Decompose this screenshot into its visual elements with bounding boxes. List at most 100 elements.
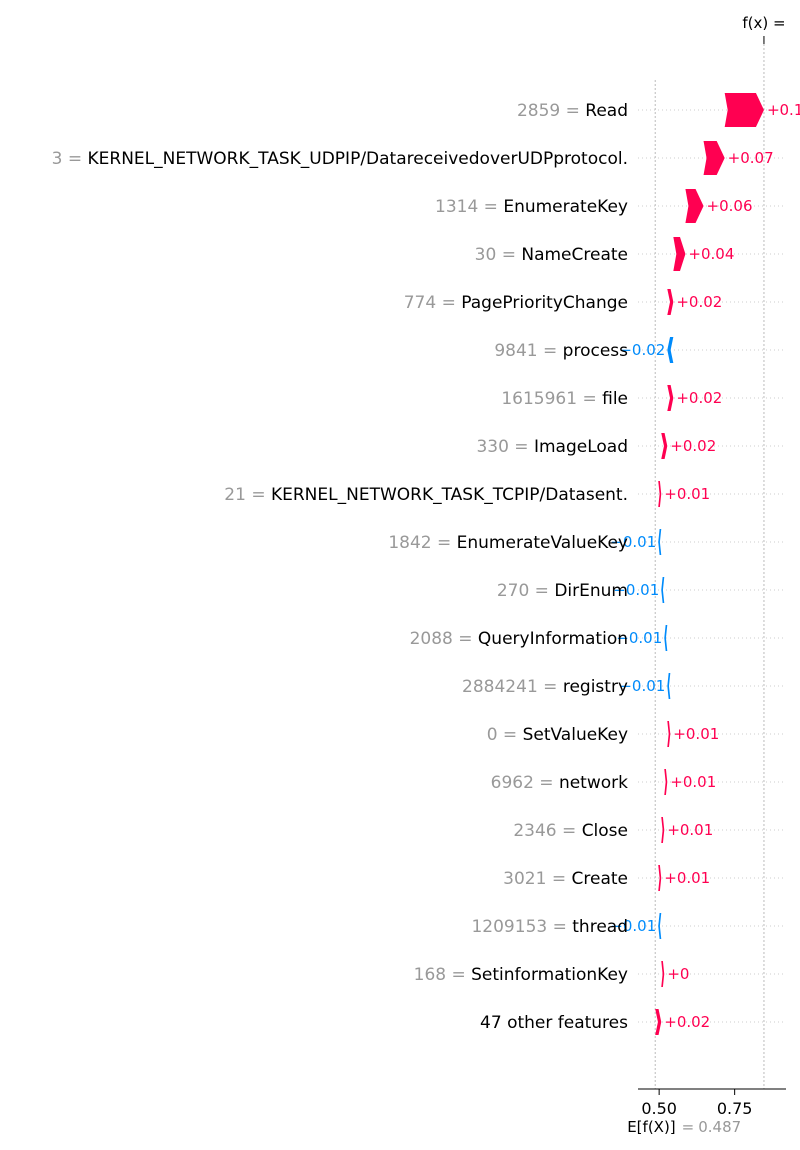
contribution-label: −0.01	[616, 629, 662, 647]
contribution-label: +0.02	[676, 389, 722, 407]
x-axis: f(x) = 0.50 0.75 E[f(X)] = 0.487	[627, 14, 786, 1136]
equals-sign: =	[453, 629, 478, 649]
contribution-label: −0.01	[610, 533, 656, 551]
feature-value: 3021	[503, 869, 546, 889]
equals-sign: =	[529, 581, 554, 601]
x-tick-label: 0.50	[641, 1099, 677, 1118]
feature-label: 0 = SetValueKey	[487, 725, 628, 745]
feature-value: 6962	[491, 773, 534, 793]
contribution-label: +0.06	[707, 197, 753, 215]
feature-value: 168	[414, 965, 446, 985]
feature-value: 1314	[435, 197, 478, 217]
feature-name: ImageLoad	[534, 437, 628, 457]
equals-sign: =	[560, 101, 585, 121]
feature-name: QueryInformation	[478, 629, 628, 649]
contribution-label: −0.02	[619, 341, 665, 359]
contribution-bar	[655, 1009, 662, 1035]
contribution-label: +0.01	[670, 773, 716, 791]
feature-value: 1842	[388, 533, 431, 553]
feature-label: 330 = ImageLoad	[476, 437, 628, 457]
feature-value: 774	[404, 293, 436, 313]
contribution-label: +0.13	[767, 101, 800, 119]
feature-name: EnumerateValueKey	[457, 533, 628, 553]
feature-value: 270	[497, 581, 529, 601]
equals-sign: =	[557, 821, 582, 841]
feature-name: process	[563, 341, 628, 361]
feature-label: 1842 = EnumerateValueKey	[388, 533, 628, 553]
contribution-label: +0.02	[676, 293, 722, 311]
feature-label: 774 = PagePriorityChange	[404, 293, 628, 313]
contribution-label: +0.07	[728, 149, 774, 167]
equals-sign: =	[538, 677, 563, 697]
contribution-label: −0.01	[619, 677, 665, 695]
feature-value: 2346	[513, 821, 556, 841]
contribution-bar	[661, 577, 665, 603]
equals-sign: =	[246, 485, 271, 505]
contribution-bar	[658, 481, 662, 507]
equals-sign: =	[496, 245, 521, 265]
contribution-bar	[703, 141, 725, 175]
contribution-label: −0.01	[613, 581, 659, 599]
feature-label: 3021 = Create	[503, 869, 628, 889]
feature-label: 2884241 = registry	[462, 677, 628, 697]
feature-label: 1615961 = file	[501, 389, 628, 409]
contribution-label: +0.02	[664, 1013, 710, 1031]
feature-name: 47 other features	[480, 1013, 628, 1033]
contribution-bar	[661, 817, 665, 843]
feature-name: network	[559, 773, 628, 793]
equals-sign: =	[62, 149, 87, 169]
feature-label: 1314 = EnumerateKey	[435, 197, 628, 217]
contribution-bar	[667, 385, 674, 411]
base-value-label: E[f(X)] = 0.487	[627, 1118, 741, 1136]
feature-value: 1209153	[471, 917, 547, 937]
feature-name: SetinformationKey	[471, 965, 628, 985]
feature-value: 0	[487, 725, 498, 745]
feature-name: NameCreate	[521, 245, 628, 265]
equals-sign: =	[432, 533, 457, 553]
contribution-bar	[667, 289, 674, 315]
feature-label: 168 = SetinformationKey	[414, 965, 628, 985]
equals-sign: =	[577, 389, 602, 409]
feature-label: 3 = KERNEL_NETWORK_TASK_UDPIP/Datareceiv…	[52, 149, 628, 169]
feature-label: 2088 = QueryInformation	[410, 629, 628, 649]
feature-name: EnumerateKey	[503, 197, 628, 217]
base-value-number: 0.487	[698, 1118, 741, 1136]
contribution-bar	[667, 721, 671, 747]
equals-sign: =	[546, 869, 571, 889]
contribution-bar	[658, 529, 662, 555]
feature-name: thread	[572, 917, 628, 937]
x-tick-label: 0.75	[717, 1099, 753, 1118]
contribution-label: −0.01	[610, 917, 656, 935]
feature-label: 9841 = process	[494, 341, 628, 361]
equals-sign: =	[478, 197, 503, 217]
contribution-bar	[661, 961, 665, 987]
fx-label: f(x) =	[742, 14, 785, 32]
feature-name: KERNEL_NETWORK_TASK_UDPIP/Datareceivedov…	[88, 149, 628, 169]
feature-value: 1615961	[501, 389, 577, 409]
feature-name: Read	[585, 101, 628, 121]
labels-layer: +0.13 2859 = Read +0.07 3 = KERNEL_NETWORK_…	[52, 101, 800, 1033]
equals-sign: =	[436, 293, 461, 313]
contribution-bar	[661, 433, 668, 459]
contribution-label: +0.01	[664, 869, 710, 887]
contribution-label: +0.02	[670, 437, 716, 455]
contribution-bar	[667, 337, 674, 363]
feature-name: KERNEL_NETWORK_TASK_TCPIP/Datasent.	[271, 485, 628, 505]
feature-label: 30 = NameCreate	[475, 245, 628, 265]
contribution-bar	[664, 625, 668, 651]
feature-label: 1209153 = thread	[471, 917, 628, 937]
contribution-label: +0.01	[667, 821, 713, 839]
feature-label: 21 = KERNEL_NETWORK_TASK_TCPIP/Datasent.	[224, 485, 628, 505]
feature-label: 6962 = network	[491, 773, 629, 793]
feature-label: 47 other features	[480, 1013, 628, 1033]
contribution-label: +0	[667, 965, 689, 983]
feature-value: 30	[475, 245, 497, 265]
base-value-name: E[f(X)]	[627, 1118, 675, 1136]
feature-value: 2859	[517, 101, 560, 121]
equals-sign: =	[534, 773, 559, 793]
feature-name: SetValueKey	[523, 725, 628, 745]
feature-name: PagePriorityChange	[461, 293, 628, 313]
feature-label: 2346 = Close	[513, 821, 628, 841]
contribution-bar	[664, 769, 668, 795]
